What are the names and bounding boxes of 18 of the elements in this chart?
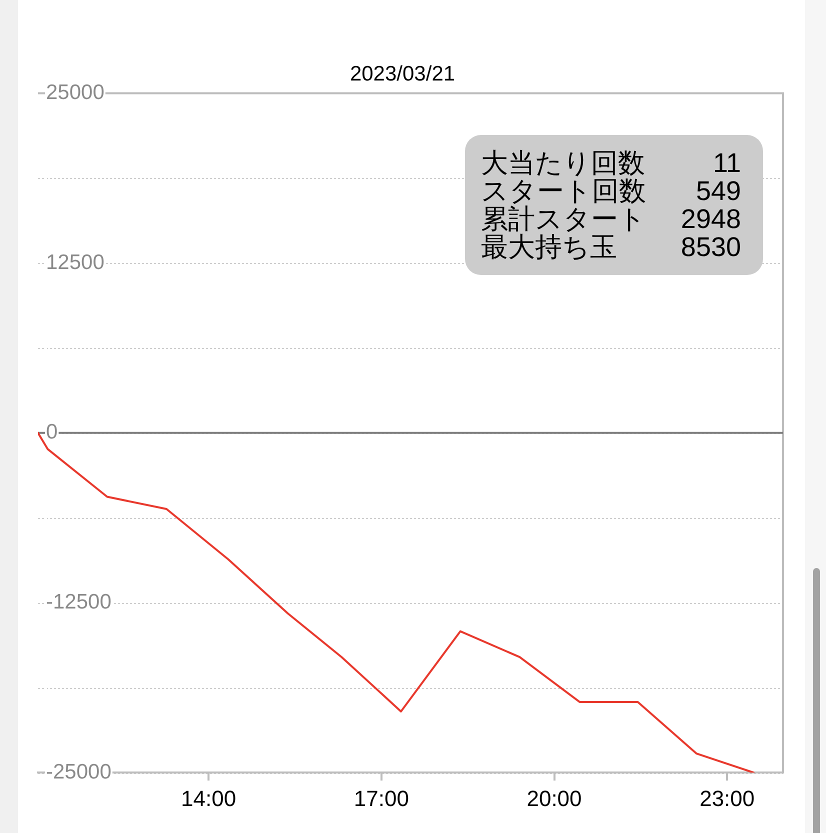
x-tick-label: 23:00 xyxy=(700,786,755,811)
x-tick-label: 20:00 xyxy=(526,786,582,811)
annotation: 8530 xyxy=(680,232,741,262)
y-tick-label: -12500 xyxy=(46,590,112,614)
y-tick-label: -25000 xyxy=(46,760,112,784)
annotation: 最大持ち玉 xyxy=(481,232,617,262)
y-tick-label: 25000 xyxy=(46,80,104,104)
y-tick-label: 0 xyxy=(46,420,58,444)
annotation: スタート回数 xyxy=(481,176,646,206)
chart-title: 2023/03/21 xyxy=(350,62,456,86)
x-tick-label: 14:00 xyxy=(181,786,236,811)
x-tick-label: 17:00 xyxy=(354,786,409,811)
annotation: 大当たり回数 xyxy=(481,148,645,178)
annotation: 2948 xyxy=(680,204,741,234)
annotation: 11 xyxy=(712,148,741,178)
y-tick-label: 12500 xyxy=(46,250,104,274)
annotation: 549 xyxy=(696,176,741,206)
annotation: 累計スタート xyxy=(481,204,646,234)
